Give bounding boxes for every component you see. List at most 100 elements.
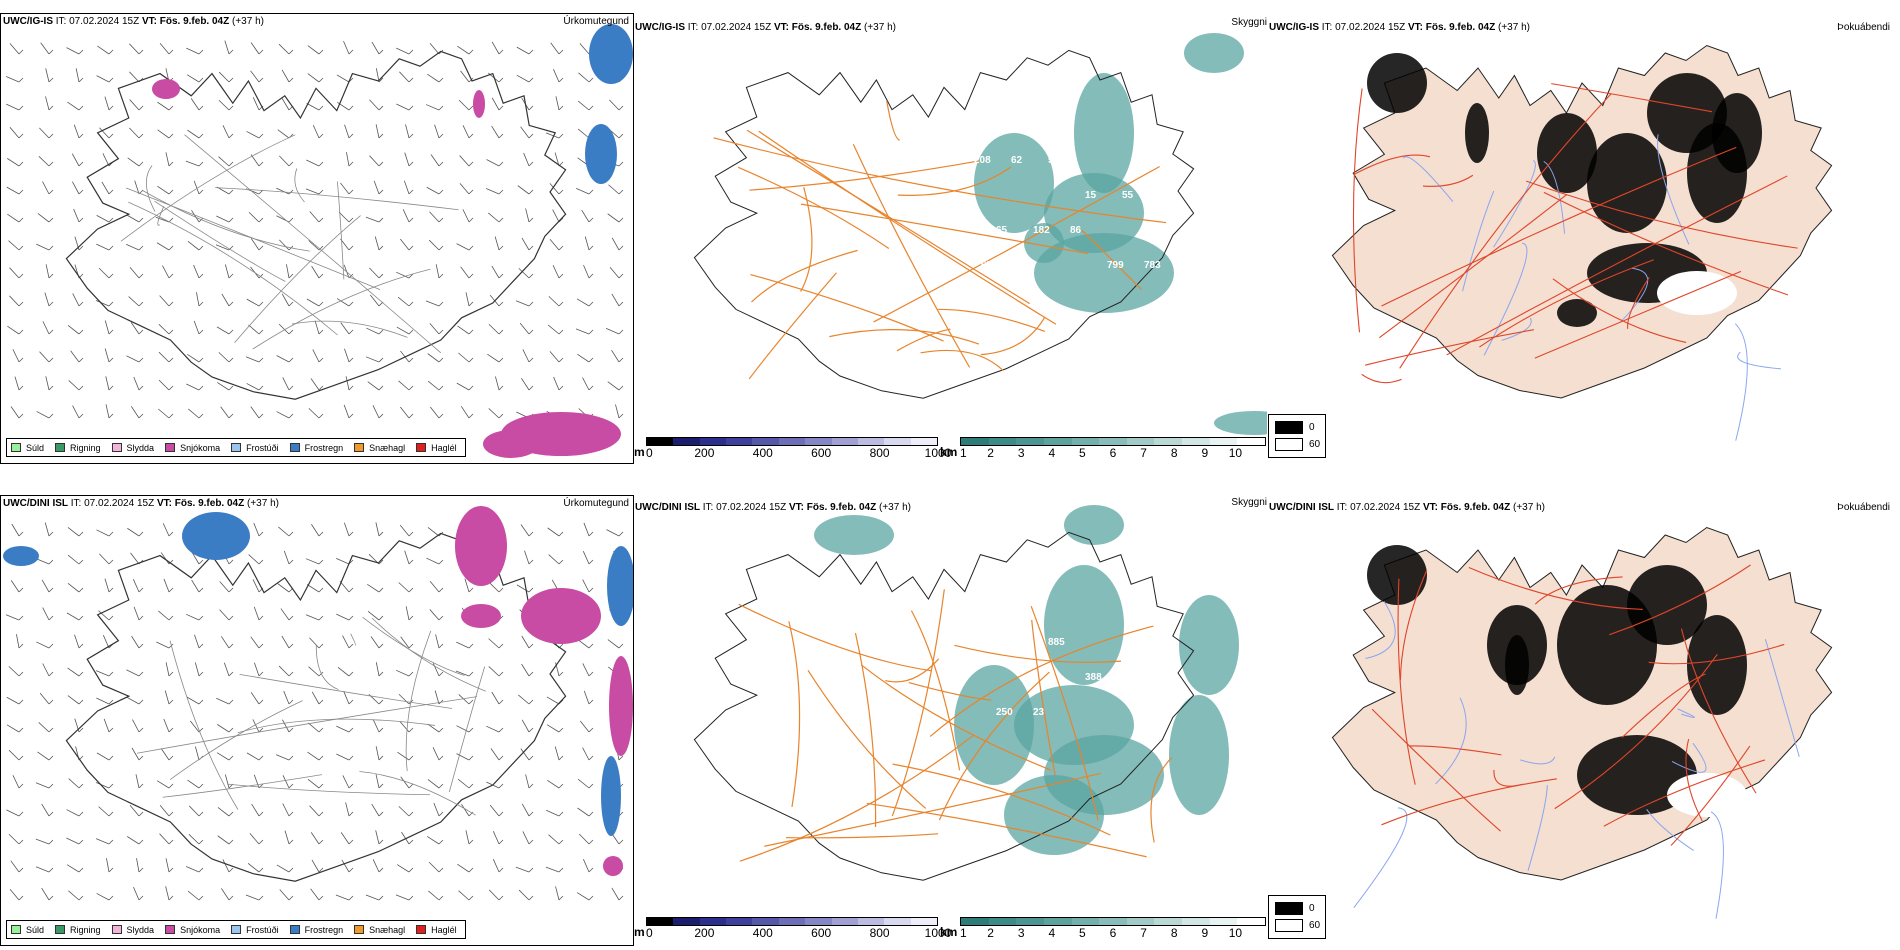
wind-barb xyxy=(365,216,380,223)
wind-barb xyxy=(215,244,230,251)
wind-barb-tick xyxy=(378,329,384,335)
wind-barb-tick xyxy=(408,615,414,621)
wind-barb-tick xyxy=(108,783,114,789)
wind-barb xyxy=(492,859,500,873)
wind-barb-tick xyxy=(528,811,534,817)
wind-barb xyxy=(283,690,290,705)
wind-barb xyxy=(615,404,620,419)
river xyxy=(1435,697,1467,785)
ceiling-value-label: 65 xyxy=(996,225,1008,236)
wind-barb xyxy=(429,323,440,335)
wind-barb-tick xyxy=(528,217,534,223)
wind-barb-tick xyxy=(348,105,354,111)
wind-barb xyxy=(96,215,110,223)
wind-barb-tick xyxy=(288,755,294,761)
wind-barb-tick xyxy=(468,811,474,817)
wind-barb xyxy=(583,264,590,279)
wind-barb xyxy=(105,404,110,419)
scale-color-box xyxy=(1209,918,1238,925)
wind-barb xyxy=(39,127,50,139)
wind-barb-tick xyxy=(258,811,264,817)
road xyxy=(785,833,939,839)
wind-barb-tick xyxy=(18,301,24,307)
wind-barb xyxy=(224,40,230,55)
fog-legend-label: 60 xyxy=(1309,920,1321,931)
wind-barb xyxy=(45,264,50,279)
wind-barb-tick xyxy=(258,161,264,167)
coastline xyxy=(693,49,1195,399)
wind-barb xyxy=(45,68,50,83)
wind-barb-tick xyxy=(468,273,474,279)
wind-barb-tick xyxy=(408,217,414,223)
wind-barb-tick xyxy=(228,671,234,677)
legend-item: Súld xyxy=(11,443,44,453)
wind-barb xyxy=(516,584,530,593)
wind-barb-tick xyxy=(408,77,414,83)
scale-color-box xyxy=(647,438,674,445)
wind-barb xyxy=(582,377,590,391)
wind-barb xyxy=(488,581,500,593)
wind-barb-tick xyxy=(528,329,534,335)
coastline xyxy=(65,532,567,882)
wind-barb xyxy=(491,41,500,55)
wind-barb-tick xyxy=(618,531,624,537)
visibility-scale-row1: 1 2 3 4 5 6 7 8 9 10 xyxy=(960,437,1266,460)
ceiling-value-label: 885 xyxy=(1048,637,1065,648)
wind-barb-tick xyxy=(78,245,84,251)
wind-barb-tick xyxy=(168,559,174,565)
wind-barb xyxy=(525,774,530,789)
wind-barb-tick xyxy=(258,245,264,251)
road xyxy=(980,317,1045,356)
wind-barb xyxy=(246,298,260,307)
legend-label: Súld xyxy=(26,442,45,453)
wind-barb-tick xyxy=(168,615,174,621)
wind-barb xyxy=(248,324,260,335)
wind-barb-tick xyxy=(498,727,504,733)
wind-barb xyxy=(343,690,350,705)
scale-color-box xyxy=(831,918,858,925)
wind-barb-tick xyxy=(198,273,204,279)
wind-barb-tick xyxy=(468,727,474,733)
wind-barb xyxy=(281,97,290,111)
wind-barb xyxy=(9,267,20,279)
wind-barb-tick xyxy=(228,755,234,761)
wind-barb xyxy=(250,692,260,705)
wind-barb xyxy=(396,864,410,873)
wind-barb xyxy=(159,42,170,55)
wind-barb-tick xyxy=(378,105,384,111)
road xyxy=(1381,146,1737,307)
wind-barb-tick xyxy=(18,615,24,621)
wind-barb-tick xyxy=(618,189,624,195)
wind-barb xyxy=(458,352,470,363)
wind-barb xyxy=(7,325,20,335)
legend-label: Rigning xyxy=(70,442,101,453)
wind-barb-tick xyxy=(198,217,204,223)
scale-color-box xyxy=(1237,438,1266,445)
wind-barb xyxy=(245,356,260,363)
wind-barb-tick xyxy=(48,867,54,873)
wind-barb xyxy=(340,182,350,195)
wind-barb-tick xyxy=(18,839,24,845)
wind-barb xyxy=(37,213,50,223)
wind-barb-tick xyxy=(198,587,204,593)
wind-barb xyxy=(250,636,260,649)
wind-barb xyxy=(276,355,290,363)
wind-barb xyxy=(583,522,590,537)
legend-item: Rigning xyxy=(55,443,101,453)
wind-barb xyxy=(581,209,590,223)
wind-barb xyxy=(400,776,410,789)
wind-barb xyxy=(365,356,380,363)
wind-barb xyxy=(36,641,50,649)
wind-barb xyxy=(129,127,140,139)
wind-barb xyxy=(521,663,530,677)
wind-barb xyxy=(486,725,500,733)
wind-barb xyxy=(545,866,560,873)
wind-barb xyxy=(488,323,500,335)
wind-barb xyxy=(8,666,20,677)
wind-barb xyxy=(344,348,350,363)
wind-barb-tick xyxy=(318,133,324,139)
precip-panel-row1: UWC/IG-IS IT: 07.02.2024 15Z VT: Fös. 9.… xyxy=(0,13,634,464)
wind-barb-tick xyxy=(528,161,534,167)
wind-barb xyxy=(187,353,200,363)
wind-barb-tick xyxy=(318,531,324,537)
